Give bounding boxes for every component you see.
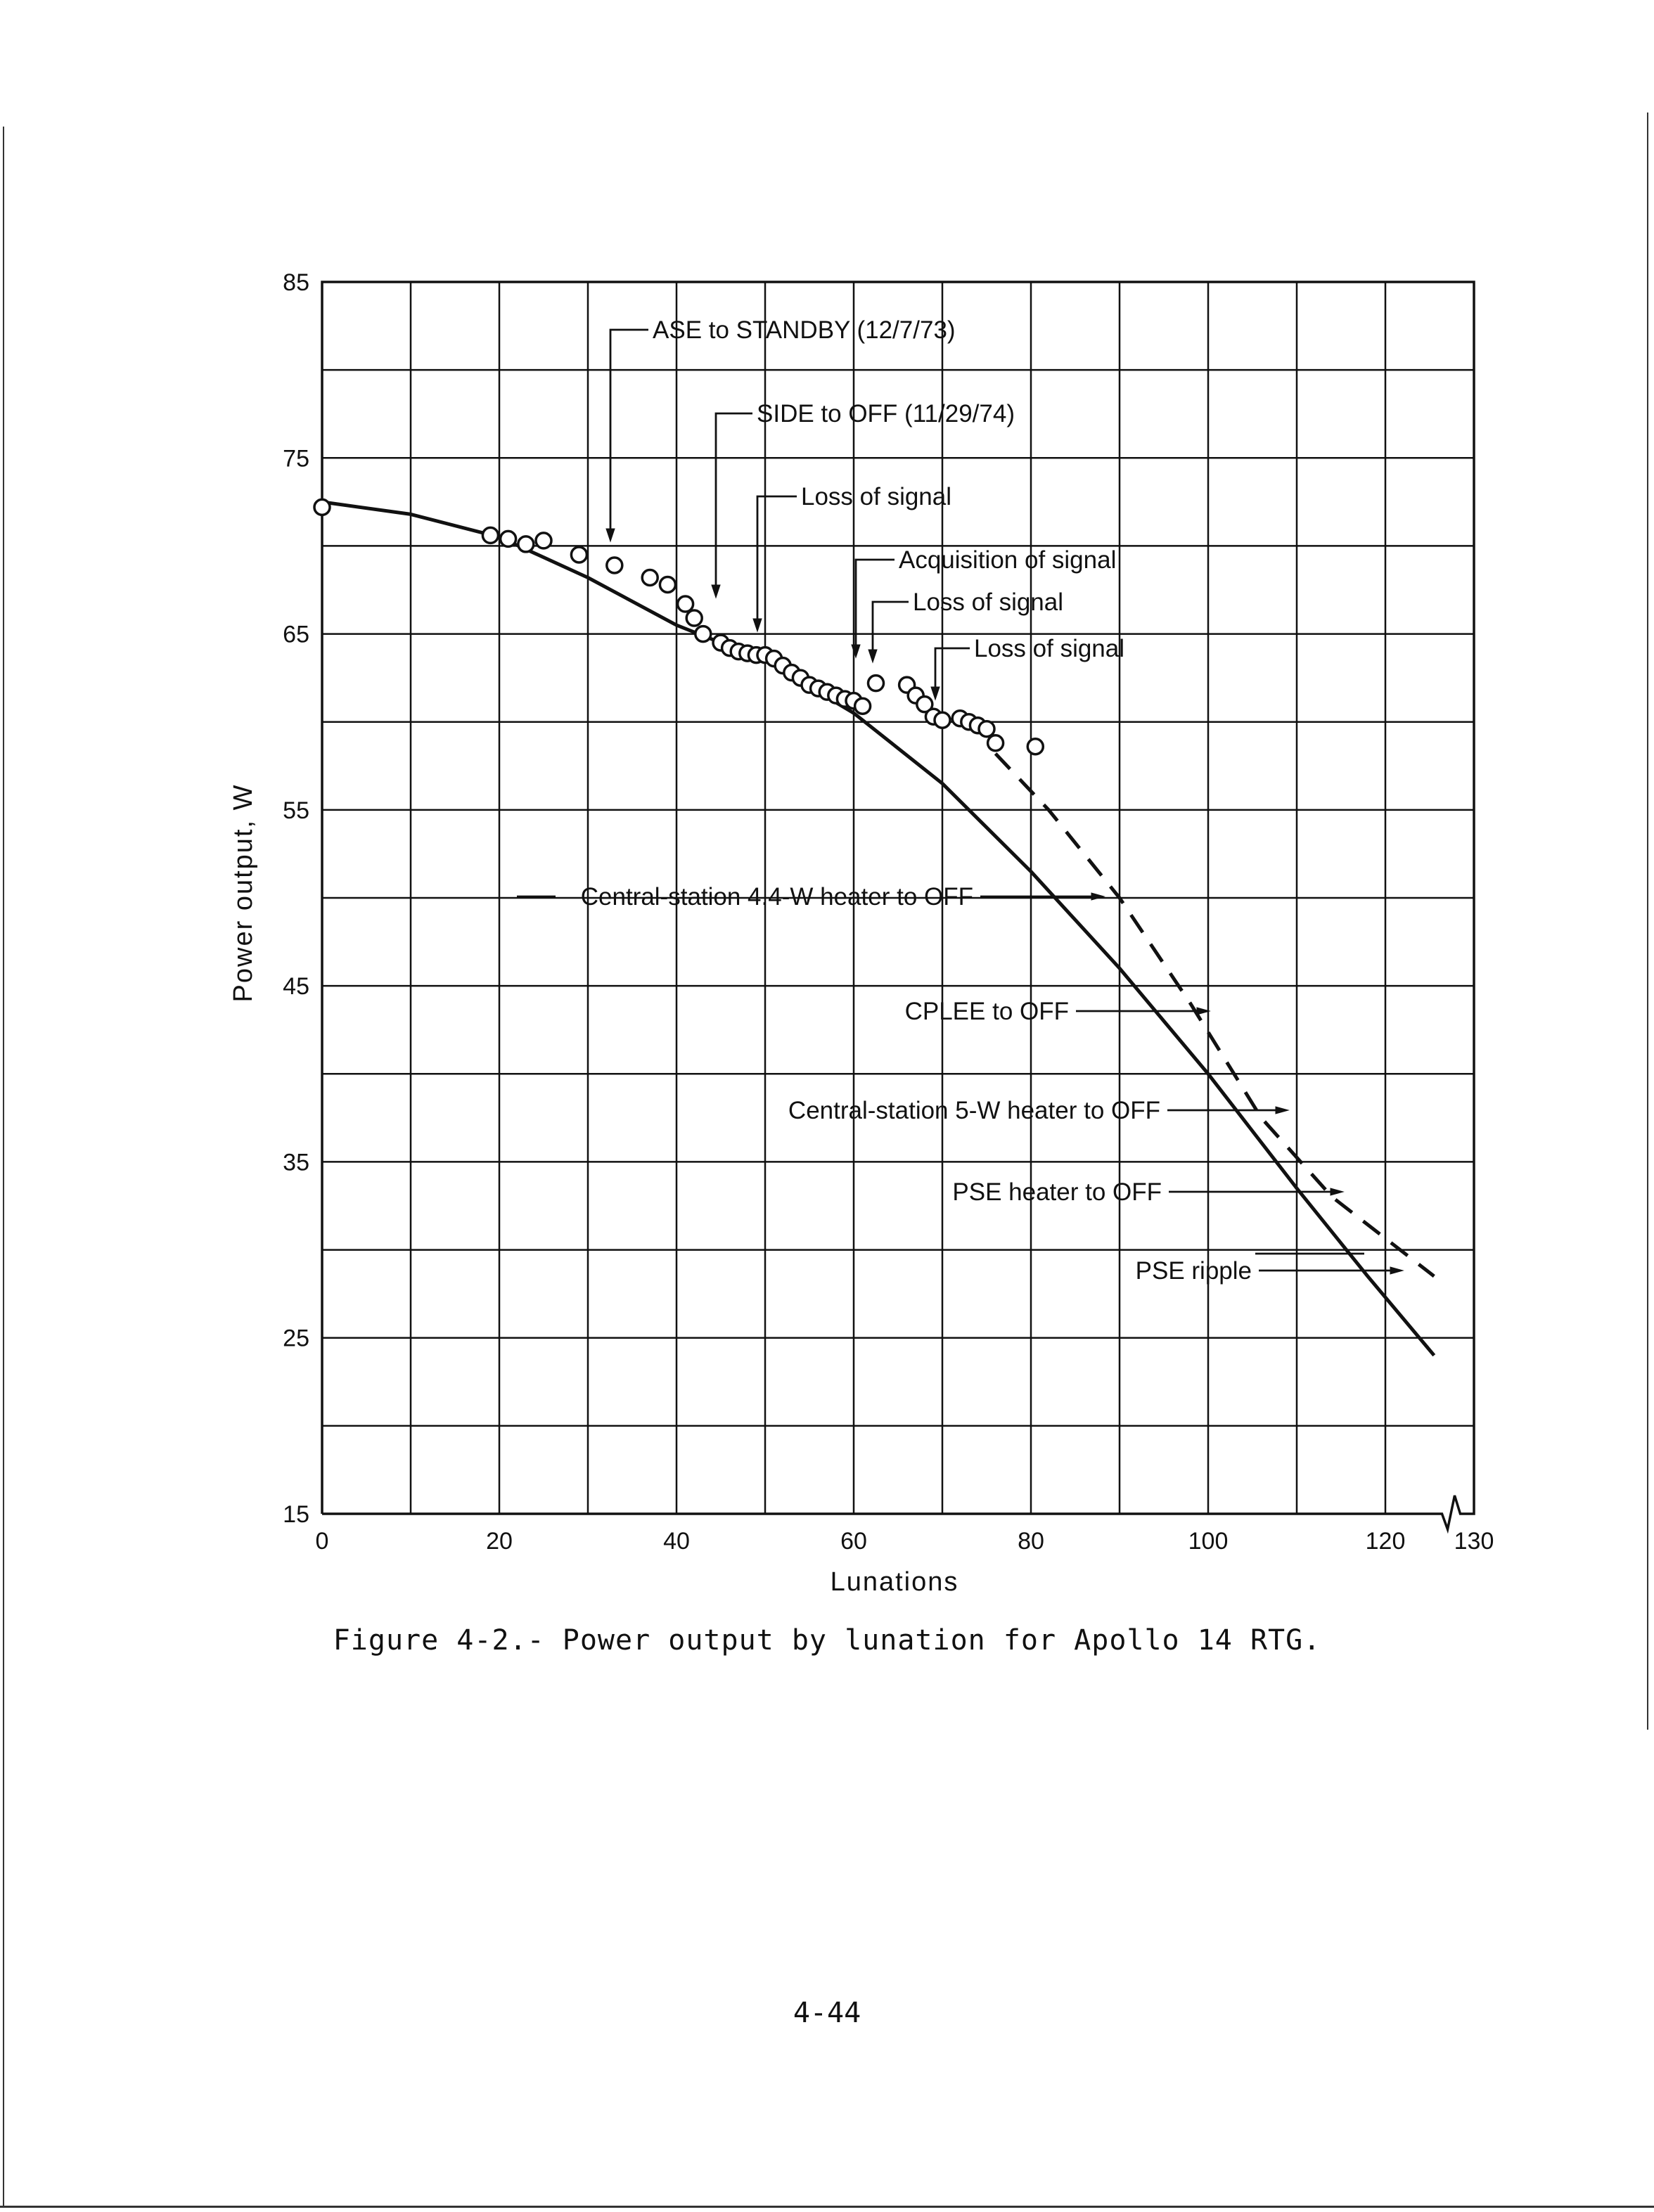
data-point — [676, 595, 695, 613]
data-point — [313, 498, 331, 517]
data-point — [933, 711, 951, 729]
data-point — [658, 575, 677, 594]
annotation-label: Loss of signal — [974, 635, 1124, 662]
annotation-arrowhead — [930, 686, 940, 701]
bottom-edge-line — [0, 2206, 1654, 2208]
annotation-leader — [934, 647, 970, 688]
y-tick-label: 55 — [283, 797, 309, 824]
annotation-arrowhead — [752, 618, 762, 633]
right-margin-line — [1647, 112, 1648, 1730]
data-point — [517, 535, 535, 553]
y-tick-label: 85 — [283, 269, 309, 296]
data-point — [685, 609, 703, 627]
annotation-label: Acquisition of signal — [899, 546, 1116, 574]
data-point — [986, 733, 1005, 752]
annotation-leader — [854, 558, 895, 646]
plot-frame-outline — [321, 281, 1475, 1534]
data-point — [694, 624, 712, 643]
annotation-label: PSE ripple — [1136, 1257, 1252, 1285]
y-tick-label: 75 — [283, 445, 309, 472]
x-tick-labels: 0 20 40 60 80 100 120 130 — [316, 1528, 1494, 1555]
y-tick-label: 15 — [283, 1501, 309, 1528]
data-point — [916, 695, 934, 714]
x-tick-label: 100 — [1188, 1528, 1229, 1555]
annotation-arrowhead — [1390, 1266, 1404, 1275]
annotation-arrowhead — [851, 644, 861, 659]
data-point — [534, 532, 553, 550]
x-tick-label: 20 — [486, 1528, 513, 1555]
x-tick-label: 60 — [840, 1528, 867, 1555]
data-point — [853, 697, 872, 715]
annotation-label: Central-station 5-W heater to OFF — [788, 1097, 1160, 1124]
data-point — [570, 546, 589, 564]
data-point — [641, 568, 659, 587]
data-point — [977, 719, 996, 738]
annotation-label: CPLEE to OFF — [905, 998, 1069, 1025]
power-curve-dashed — [994, 752, 1435, 1278]
annotation-arrowhead — [1091, 892, 1105, 901]
y-tick-label: 65 — [283, 622, 309, 648]
x-tick-label: 80 — [1018, 1528, 1044, 1555]
chart-grid — [322, 282, 1474, 1514]
annotation-label: Central-station 4.4-W heater to OFF — [581, 883, 973, 911]
figure-caption: Figure 4-2.- Power output by lunation fo… — [333, 1624, 1321, 1657]
data-point — [1026, 738, 1045, 756]
power-curve-solid — [321, 500, 1436, 1357]
annotation-arrowhead — [868, 649, 878, 664]
x-tick-label: 0 — [316, 1528, 329, 1555]
y-axis-title: Power output, W — [229, 784, 258, 1003]
x-tick-label: 40 — [663, 1528, 690, 1555]
data-point — [499, 529, 518, 548]
data-point — [866, 674, 885, 693]
y-tick-label: 35 — [283, 1149, 309, 1176]
annotation-arrowhead — [1196, 1007, 1211, 1015]
annotation-leader — [871, 600, 909, 651]
y-tick-labels: 15 25 35 45 55 65 75 85 — [283, 269, 309, 1528]
annotation-label: Loss of signal — [801, 483, 951, 510]
annotation-label: PSE heater to OFF — [952, 1178, 1162, 1206]
annotation-arrowhead — [711, 584, 721, 599]
annotation-leader — [714, 412, 752, 586]
annotation-label: Loss of signal — [913, 589, 1063, 616]
y-tick-label: 45 — [283, 973, 309, 1000]
x-axis-title: Lunations — [831, 1567, 959, 1597]
annotation-arrowhead — [1275, 1106, 1290, 1114]
data-point — [605, 556, 624, 574]
annotation-leader — [609, 328, 648, 530]
data-point — [481, 526, 500, 545]
annotation-label: ASE to STANDBY (12/7/73) — [653, 316, 956, 344]
page-number: 4-44 — [793, 1997, 861, 2029]
plot-frame — [321, 281, 1475, 1534]
annotation-arrowhead — [1330, 1188, 1345, 1196]
x-tick-label: 130 — [1454, 1528, 1494, 1555]
annotation-leader — [756, 495, 797, 620]
y-tick-label: 25 — [283, 1325, 309, 1352]
annotation-arrowhead — [605, 528, 615, 543]
data-series — [313, 498, 1436, 1357]
left-margin-line — [3, 127, 4, 2208]
annotation-label: SIDE to OFF (11/29/74) — [757, 400, 1015, 427]
annotations: ASE to STANDBY (12/7/73) SIDE to OFF (11/… — [517, 316, 1404, 1285]
x-tick-label: 120 — [1366, 1528, 1406, 1555]
